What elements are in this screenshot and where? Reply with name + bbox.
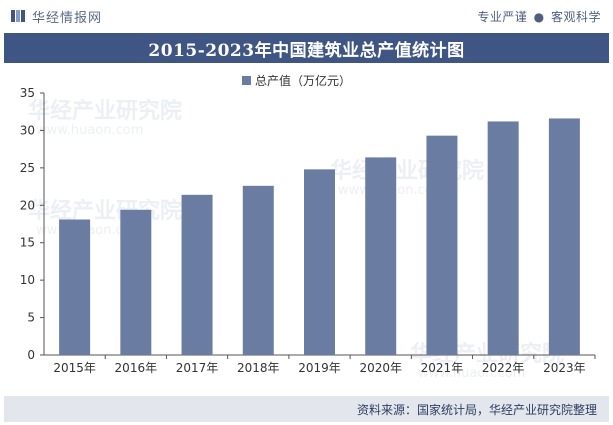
title-band: 2015-2023年中国建筑业总产值统计图 <box>4 33 609 63</box>
brand-name: 华经情报网 <box>32 10 103 26</box>
chart-title: 2015-2023年中国建筑业总产值统计图 <box>148 40 465 61</box>
bar <box>487 121 519 355</box>
x-tick-label: 2018年 <box>237 361 280 375</box>
bar <box>548 118 580 355</box>
brand: 华经情报网 <box>10 7 102 26</box>
chart-area: 华经产业研究院www.huaon.com华经产业研究院www.huaon.com… <box>0 63 613 393</box>
x-tick-label: 2020年 <box>359 361 402 375</box>
x-tick-label: 2017年 <box>176 361 219 375</box>
bar-chart: 华经产业研究院www.huaon.com华经产业研究院www.huaon.com… <box>20 73 596 381</box>
watermark-text: 华经产业研究院 <box>28 198 182 224</box>
bar <box>242 185 274 355</box>
x-tick-label: 2021年 <box>421 361 464 375</box>
y-tick-label: 20 <box>20 198 35 212</box>
legend-swatch <box>242 76 251 85</box>
watermark-text: 华经产业研究院 <box>28 98 182 124</box>
bar <box>365 157 397 355</box>
bar <box>120 209 152 355</box>
brand-logo-icon <box>11 10 25 22</box>
legend-label: 总产值（万亿元） <box>255 73 351 88</box>
top-bar: 华经情报网 专业严谨 ● 客观科学 <box>0 0 613 32</box>
bar <box>426 135 458 355</box>
y-tick-label: 30 <box>20 123 35 137</box>
y-tick-label: 25 <box>20 161 35 175</box>
slogan: 专业严谨 ● 客观科学 <box>477 8 601 25</box>
y-tick-label: 10 <box>20 273 35 287</box>
x-tick-label: 2016年 <box>115 361 158 375</box>
y-tick-label: 0 <box>27 348 35 362</box>
source-note: 资料来源：国家统计局，华经产业研究院整理 <box>356 402 597 417</box>
watermark-text: 华经产业研究院 <box>330 158 484 184</box>
x-tick-label: 2015年 <box>53 361 96 375</box>
slogan-text-1: 专业严谨 <box>477 9 528 24</box>
bar <box>59 219 91 355</box>
bar <box>181 194 213 355</box>
x-tick-label: 2019年 <box>298 361 341 375</box>
bar <box>304 169 335 355</box>
footer: 资料来源：国家统计局，华经产业研究院整理 <box>4 396 609 422</box>
x-tick-label: 2023年 <box>543 361 586 375</box>
watermark-url: www.huaon.com <box>418 366 525 381</box>
slogan-text-2: 客观科学 <box>550 9 601 24</box>
y-tick-label: 5 <box>27 311 35 325</box>
x-tick-label: 2022年 <box>482 361 525 375</box>
y-tick-label: 15 <box>20 236 35 250</box>
slogan-separator: ● <box>533 9 545 24</box>
watermark-url: www.huaon.com <box>36 123 143 138</box>
y-tick-label: 35 <box>20 86 35 100</box>
